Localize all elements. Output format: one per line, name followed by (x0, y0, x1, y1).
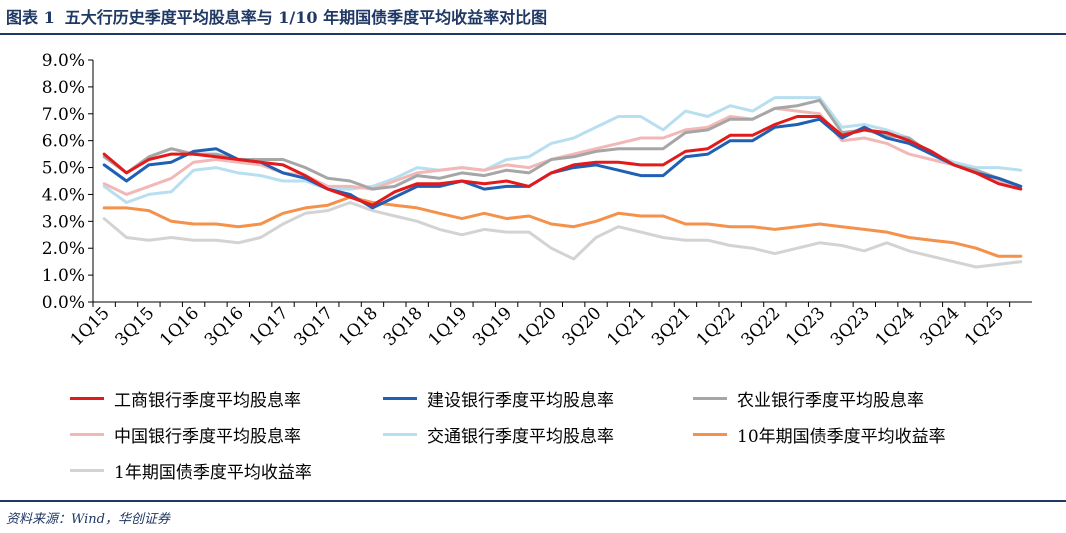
series-line-0 (102, 115, 1023, 207)
x-tick-label: 3Q17 (290, 303, 337, 350)
figure-title: 图表 1 五大行历史季度平均股息率与 1/10 年期国债季度平均收益率对比图 (6, 4, 547, 28)
legend-swatch (70, 469, 104, 472)
x-tick-label: 1Q25 (961, 303, 1008, 350)
y-tick-label: 2.0% (42, 239, 85, 259)
x-tick-label: 3Q22 (737, 303, 784, 350)
source-note: 资料来源：Wind，华创证券 (6, 512, 170, 527)
series-line-6 (102, 201, 1023, 269)
x-tick-label: 3Q18 (380, 303, 427, 350)
y-tick-label: 5.0% (42, 159, 85, 179)
x-tick-label: 1Q17 (246, 303, 293, 350)
series-line-4 (102, 96, 1023, 204)
x-tick-label: 1Q21 (603, 303, 650, 350)
y-tick-label: 8.0% (42, 78, 85, 98)
series-line-2 (102, 98, 1023, 191)
legend-item: 交通银行季度平均股息率 (383, 422, 614, 447)
legend-swatch (693, 397, 727, 400)
x-tick-label: 1Q18 (335, 303, 382, 350)
x-tick-label: 3Q16 (201, 303, 248, 350)
legend-swatch (70, 433, 104, 436)
series-line-3 (102, 106, 1023, 196)
figure-label: 图表 1 (6, 8, 55, 27)
x-tick-label: 3Q19 (469, 303, 516, 350)
x-tick-label: 1Q16 (156, 303, 203, 350)
header-rule (0, 33, 1066, 35)
x-tick-label: 3Q23 (827, 303, 874, 350)
legend-label: 中国银行季度平均股息率 (114, 427, 301, 447)
y-tick-label: 7.0% (42, 105, 85, 125)
legend-item: 中国银行季度平均股息率 (70, 422, 301, 447)
legend-label: 交通银行季度平均股息率 (427, 427, 614, 447)
legend-item: 农业银行季度平均股息率 (693, 386, 924, 411)
legend-label: 10年期国债季度平均收益率 (737, 427, 946, 447)
legend-label: 建设银行季度平均股息率 (427, 391, 614, 411)
x-tick-label: 3Q20 (559, 303, 606, 350)
y-tick-label: 6.0% (42, 132, 85, 152)
y-tick-label: 9.0% (42, 51, 85, 71)
figure-title-text: 五大行历史季度平均股息率与 1/10 年期国债季度平均收益率对比图 (64, 8, 548, 27)
x-tick-label: 1Q22 (693, 303, 740, 350)
y-tick-label: 0.0% (42, 293, 85, 313)
x-tick-label: 1Q23 (782, 303, 829, 350)
legend-swatch (693, 433, 727, 436)
y-tick-label: 4.0% (42, 185, 85, 205)
x-tick-label: 3Q15 (111, 303, 158, 350)
x-tick-label: 1Q19 (424, 303, 471, 350)
y-tick-label: 1.0% (42, 266, 85, 286)
x-tick-label: 1Q24 (872, 303, 919, 350)
legend-swatch (383, 433, 417, 436)
y-tick-label: 3.0% (42, 212, 85, 232)
legend-item: 10年期国债季度平均收益率 (693, 422, 946, 447)
x-tick-label: 1Q20 (514, 303, 561, 350)
legend-item: 1年期国债季度平均收益率 (70, 458, 312, 483)
legend-item: 建设银行季度平均股息率 (383, 386, 614, 411)
x-tick-label: 3Q21 (648, 303, 695, 350)
x-tick-label: 3Q24 (916, 303, 963, 350)
legend-swatch (70, 397, 104, 400)
legend-label: 农业银行季度平均股息率 (737, 391, 924, 411)
legend-label: 1年期国债季度平均收益率 (114, 463, 312, 483)
footer-rule (0, 500, 1066, 502)
legend-label: 工商银行季度平均股息率 (114, 391, 301, 411)
legend-swatch (383, 397, 417, 400)
legend-item: 工商银行季度平均股息率 (70, 386, 301, 411)
series-line-5 (102, 195, 1023, 258)
